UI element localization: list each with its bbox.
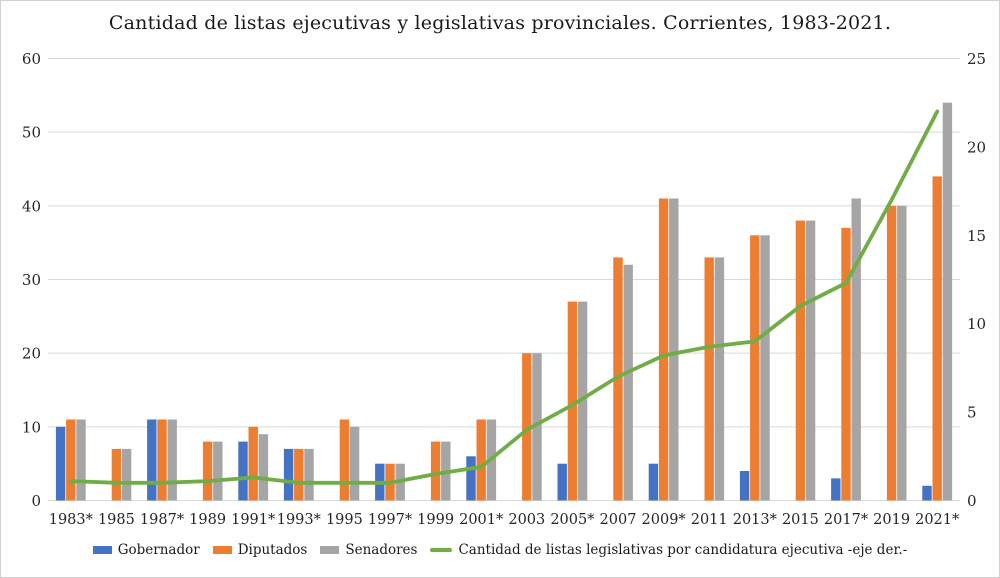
bar-gobernador-2001* <box>466 456 476 501</box>
bar-senadores-2019 <box>897 205 907 501</box>
bar-gobernador-2021* <box>922 485 932 501</box>
bar-diputados-1987* <box>157 419 167 501</box>
bar-senadores-2013* <box>760 235 770 501</box>
bar-senadores-2009* <box>669 198 679 501</box>
x-tick: 2015 <box>782 512 819 528</box>
bar-gobernador-2005* <box>557 463 567 501</box>
x-tick: 1997* <box>368 512 413 528</box>
plot-area: 0 10 20 30 40 50 60 0 5 10 15 20 25 1983* 1985 1987* 198… <box>22 50 986 528</box>
bar-senadores-2011 <box>714 257 725 501</box>
bar-diputados-2017* <box>841 227 851 501</box>
x-tick: 2017* <box>824 512 869 528</box>
legend-label-line-ratio: Cantidad de listas legislativas por cand… <box>458 542 908 558</box>
y-right-tick: 5 <box>967 404 977 422</box>
x-tick: 1989 <box>189 512 226 528</box>
bar-diputados-2003 <box>522 353 532 501</box>
bar-diputados-1991* <box>248 426 258 501</box>
y-left-tick: 0 <box>31 492 41 510</box>
bar-gobernador-1983* <box>55 426 66 501</box>
bar-diputados-2001* <box>476 419 486 501</box>
legend-swatch-diputados <box>212 546 232 554</box>
legend-label-senadores: Senadores <box>345 542 418 558</box>
y-right-tick: 20 <box>967 138 986 156</box>
bar-senadores-1985 <box>121 448 132 501</box>
bar-senadores-1993* <box>304 448 314 501</box>
bar-gobernador-2009* <box>648 463 659 501</box>
y-right-tick: 15 <box>967 227 986 245</box>
legend-item-line-ratio: Cantidad de listas legislativas por cand… <box>430 542 907 558</box>
bar-senadores-2007 <box>623 264 633 501</box>
x-tick: 2021* <box>915 512 960 528</box>
bar-senadores-1991* <box>258 434 269 501</box>
legend-swatch-line-ratio <box>430 548 453 552</box>
x-tick: 1983* <box>49 512 94 528</box>
bar-senadores-2003 <box>532 353 542 501</box>
x-tick: 1993* <box>277 512 322 528</box>
bars <box>55 102 953 501</box>
bar-diputados-1993* <box>294 448 304 501</box>
bar-diputados-2021* <box>932 176 942 501</box>
y-right-tick: 10 <box>967 315 986 333</box>
gridlines <box>48 58 960 501</box>
bar-senadores-2017* <box>851 198 861 501</box>
y-left-tick: 10 <box>22 418 41 436</box>
bar-gobernador-1991* <box>238 441 248 501</box>
x-tick: 2013* <box>733 512 778 528</box>
axis-labels: 0 10 20 30 40 50 60 0 5 10 15 20 25 1983* 1985 1987* 198… <box>22 50 986 528</box>
x-tick: 1985 <box>98 512 135 528</box>
legend-swatch-senadores <box>320 546 340 554</box>
x-tick: 2001* <box>459 512 504 528</box>
bar-senadores-2021* <box>942 102 953 501</box>
legend-item-senadores: Senadores <box>320 542 417 558</box>
y-right-tick: 0 <box>967 492 977 510</box>
x-tick: 2005* <box>550 512 595 528</box>
bar-diputados-1995 <box>339 419 350 501</box>
bar-senadores-2015 <box>805 220 816 501</box>
x-tick: 1995 <box>326 512 363 528</box>
x-tick: 1999 <box>417 512 454 528</box>
x-tick: 2019 <box>873 512 910 528</box>
ratio-line <box>68 109 940 485</box>
bar-senadores-1995 <box>349 426 360 501</box>
bar-diputados-2013* <box>750 235 760 501</box>
bar-diputados-1983* <box>66 419 76 501</box>
y-left-tick: 30 <box>22 271 41 289</box>
bar-senadores-1987* <box>167 419 177 501</box>
bar-diputados-2009* <box>658 198 669 501</box>
legend-label-diputados: Diputados <box>237 542 308 558</box>
bar-gobernador-1987* <box>147 419 157 501</box>
x-tick: 1987* <box>140 512 185 528</box>
y-left-tick: 40 <box>22 197 41 215</box>
x-tick: 2007 <box>600 512 637 528</box>
bar-diputados-1985 <box>111 448 122 501</box>
bar-senadores-1983* <box>76 419 86 501</box>
bar-diputados-1999 <box>430 441 441 501</box>
legend-swatch-gobernador <box>92 546 112 554</box>
y-left-tick: 60 <box>22 50 41 68</box>
legend-item-gobernador: Gobernador <box>92 542 200 558</box>
bar-gobernador-2017* <box>831 478 841 501</box>
bar-diputados-1989 <box>202 441 213 501</box>
bar-diputados-2005* <box>567 301 578 501</box>
x-tick: 2011 <box>691 512 728 528</box>
x-tick: 1991* <box>231 512 276 528</box>
y-left-tick: 50 <box>22 124 41 142</box>
bar-gobernador-2013* <box>739 471 750 501</box>
legend: Gobernador Diputados Senadores Cantidad … <box>1 542 999 558</box>
bar-diputados-2019 <box>886 205 897 501</box>
bar-senadores-1989 <box>213 441 223 501</box>
chart-title: Cantidad de listas ejecutivas y legislat… <box>108 12 892 34</box>
y-left-tick: 20 <box>22 345 41 363</box>
bar-senadores-2005* <box>577 301 588 501</box>
bar-diputados-2015 <box>795 220 806 501</box>
legend-label-gobernador: Gobernador <box>117 542 200 558</box>
bar-diputados-2011 <box>704 257 714 501</box>
y-right-tick: 25 <box>967 50 986 68</box>
bar-gobernador-1993* <box>283 448 294 501</box>
bar-diputados-2007 <box>613 257 623 501</box>
x-tick: 2003 <box>508 512 545 528</box>
x-tick: 2009* <box>642 512 687 528</box>
legend-item-diputados: Diputados <box>212 542 308 558</box>
